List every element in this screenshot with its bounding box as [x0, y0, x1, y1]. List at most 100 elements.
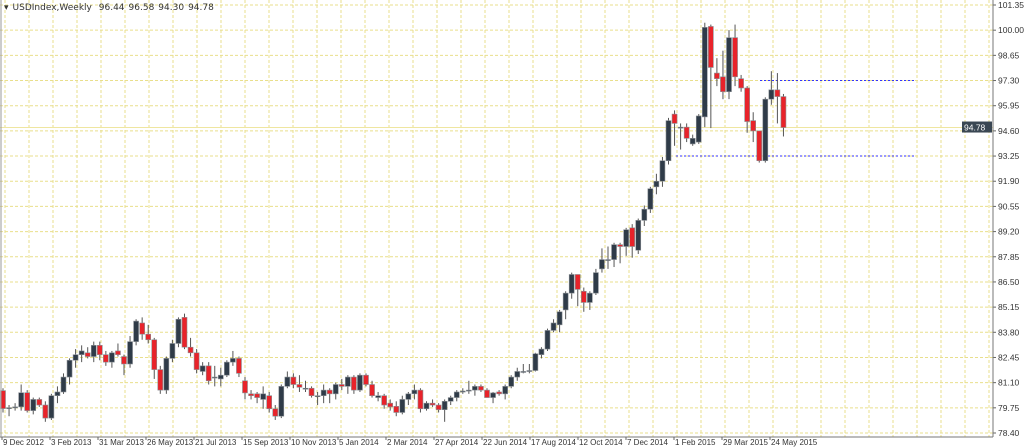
candle-body: [459, 390, 466, 393]
candle-body: [381, 395, 387, 406]
candle-body: [611, 244, 617, 260]
candle-body: [399, 399, 406, 413]
candle-body: [538, 348, 545, 355]
candle-body: [484, 389, 490, 398]
bear-candle: [574, 274, 581, 307]
bull-candle: [490, 391, 496, 404]
x-tick-label: 22 Jun 2014: [483, 438, 528, 447]
candle-body: [326, 389, 333, 395]
bear-candle: [708, 24, 714, 129]
candle-body: [562, 292, 569, 311]
candle-body: [599, 259, 605, 270]
bear-candle: [296, 375, 303, 392]
candles: [0, 22, 787, 422]
candle-body: [36, 399, 43, 406]
y-tick-label: 100.00: [998, 25, 1024, 35]
candle-body: [205, 365, 212, 382]
level-lines: [0, 80, 993, 157]
bull-candle: [466, 380, 472, 394]
candle-body: [187, 346, 194, 354]
bear-candle: [580, 287, 587, 312]
candle-body: [314, 395, 321, 398]
bear-candle: [774, 73, 781, 124]
bull-candle: [405, 391, 412, 406]
triangle-down-icon[interactable]: ▾: [4, 3, 9, 13]
bull-candle: [48, 393, 55, 420]
candle-body: [623, 229, 629, 247]
candle-body: [338, 384, 345, 387]
candle-body: [230, 358, 236, 363]
candle-body: [738, 78, 744, 89]
candle-body: [726, 37, 732, 93]
bull-candle: [659, 156, 666, 187]
bear-candle: [435, 403, 442, 413]
y-tick-label: 83.80: [998, 327, 1020, 337]
bull-candle: [30, 397, 37, 415]
candle-body: [127, 341, 133, 365]
bull-candle: [260, 386, 266, 409]
bull-candle: [320, 384, 327, 404]
bear-candle: [738, 74, 744, 92]
candle-body: [308, 387, 315, 397]
candle-body: [163, 358, 170, 391]
bull-candle: [599, 248, 605, 273]
candle-body: [272, 408, 279, 417]
candle-body: [278, 386, 285, 417]
bear-candle: [254, 391, 260, 404]
candle-body: [441, 400, 448, 410]
candle-body: [526, 370, 533, 372]
bear-candle: [478, 384, 484, 392]
candle-body: [732, 37, 738, 78]
bull-candle: [641, 205, 648, 226]
candle-body: [199, 365, 206, 372]
candle-body: [12, 406, 18, 409]
bull-candle: [169, 339, 176, 363]
candle-body: [78, 350, 85, 355]
candle-body: [720, 76, 726, 93]
bull-candle: [54, 386, 61, 404]
candle-body: [514, 371, 521, 378]
candle-body: [574, 274, 581, 290]
y-tick-label: 79.75: [998, 403, 1020, 413]
candle-body: [290, 376, 297, 385]
candle-body: [587, 292, 593, 303]
bull-candle: [587, 291, 593, 310]
bull-candle: [611, 242, 617, 268]
bull-candle: [224, 360, 230, 378]
open-value: 96.44: [98, 3, 125, 13]
candle-body: [593, 272, 599, 294]
bull-candle: [689, 134, 696, 146]
bull-candle: [109, 350, 115, 368]
candle-body: [254, 393, 260, 398]
bear-candle: [484, 388, 490, 398]
candle-body: [97, 345, 103, 355]
candle-body: [453, 391, 460, 398]
candle-body: [193, 352, 200, 370]
close-value: 94.78: [188, 3, 214, 13]
candle-body: [617, 244, 623, 247]
candle-body: [502, 386, 508, 395]
bear-candle: [103, 350, 109, 366]
bull-candle: [701, 22, 708, 128]
bull-candle: [605, 246, 611, 269]
candle-body: [236, 358, 242, 374]
bull-candle: [66, 358, 73, 385]
bull-candle: [12, 403, 18, 411]
bear-candle: [84, 347, 91, 359]
candle-body: [351, 376, 357, 391]
grid: [0, 0, 993, 437]
bull-candle: [520, 363, 527, 374]
high-value: 96.58: [128, 3, 155, 13]
candle-body: [211, 376, 218, 379]
bull-candle: [18, 384, 24, 411]
candle-body: [109, 352, 115, 363]
bear-candle: [744, 86, 750, 133]
bull-candle: [90, 341, 97, 363]
bear-candle: [272, 405, 279, 420]
bull-candle: [508, 375, 515, 389]
bear-candle: [363, 373, 369, 387]
bull-candle: [768, 71, 775, 105]
bull-candle: [78, 345, 85, 363]
bear-candle: [24, 390, 31, 413]
bear-candle: [326, 388, 333, 404]
